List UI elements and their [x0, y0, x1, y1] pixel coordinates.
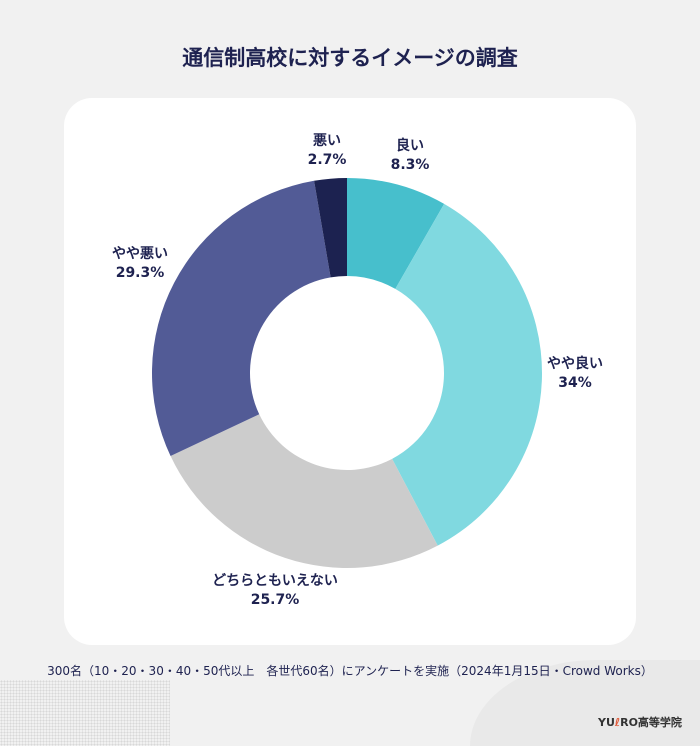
slice-1: [392, 203, 543, 546]
slice-category-label: やや良い: [547, 355, 603, 372]
slice-0: [347, 178, 445, 289]
slice-2: [170, 414, 438, 568]
slice-value-label: 8.3%: [391, 157, 430, 173]
slice-value-label: 2.7%: [308, 152, 347, 168]
slice-value-label: 25.7%: [251, 592, 300, 608]
slice-category-label: やや悪い: [112, 246, 168, 262]
slice-4: [314, 178, 347, 278]
slice-category-label: どちらともいえない: [212, 573, 338, 589]
logo: YUℓRO高等学院: [598, 716, 682, 729]
slice-category-label: 悪い: [313, 133, 341, 149]
slice-value-label: 34%: [558, 375, 592, 391]
slice-3: [151, 180, 331, 457]
slice-category-label: 良い: [396, 137, 424, 154]
dot-pattern: [0, 680, 170, 746]
survey-note: 300名（10・20・30・40・50代以上 各世代60名）にアンケートを実施（…: [47, 664, 653, 678]
chart-title: 通信制高校に対するイメージの調査: [182, 46, 518, 70]
slice-value-label: 29.3%: [116, 265, 165, 281]
